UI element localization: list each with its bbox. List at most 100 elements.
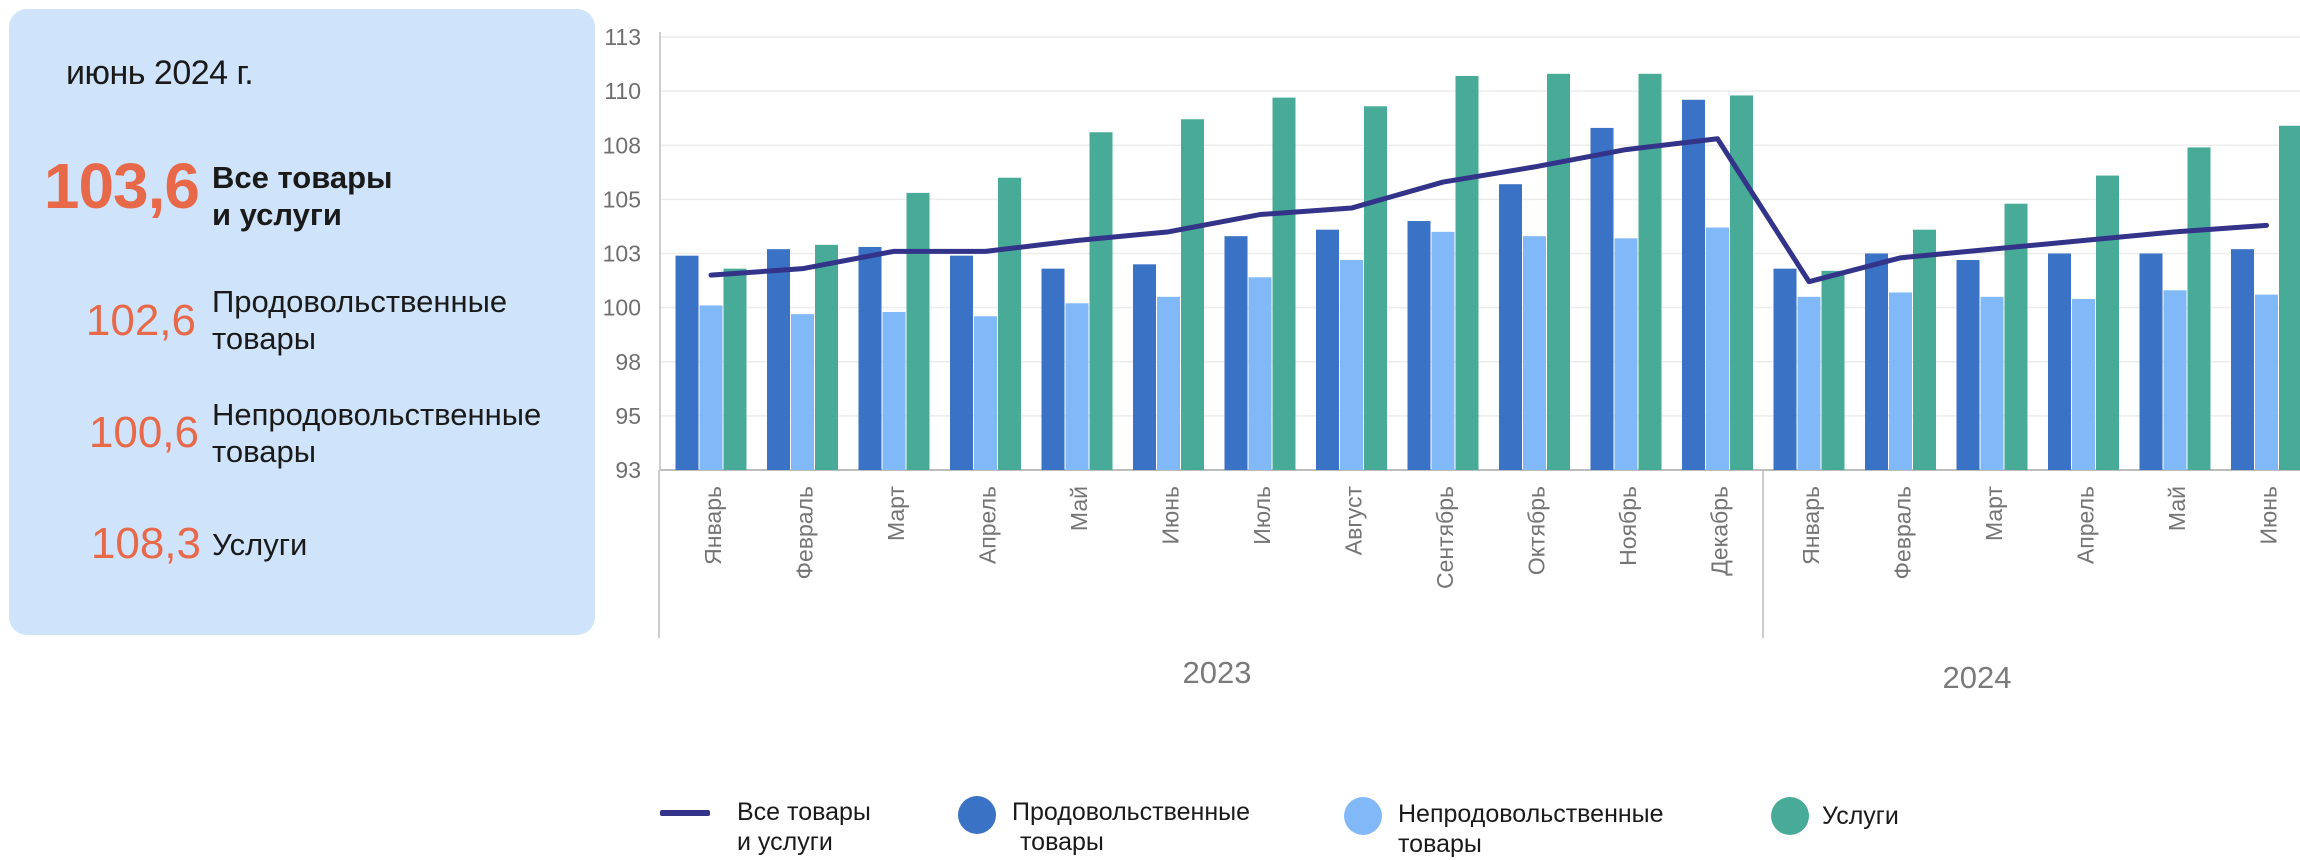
bar-services xyxy=(1730,95,1753,470)
bar-nonfood xyxy=(1431,231,1455,470)
bar-nonfood xyxy=(2255,294,2278,470)
x-tick-label: Февраль xyxy=(792,486,818,579)
x-tick-label: Июнь xyxy=(1158,486,1184,544)
bar-services xyxy=(1364,106,1387,470)
bar-nonfood xyxy=(1065,303,1089,470)
bar-nonfood xyxy=(1614,238,1638,470)
bar-services xyxy=(906,192,930,470)
x-tick-label: Апрель xyxy=(975,486,1001,564)
stat-label-nonfood: Непродовольственные товары xyxy=(212,396,541,470)
x-tick-label: Сентябрь xyxy=(1432,486,1458,589)
y-tick-label: 103 xyxy=(603,241,641,267)
bar-services xyxy=(1455,75,1479,470)
bar-food xyxy=(858,247,882,470)
bar-nonfood xyxy=(1706,227,1729,470)
y-tick-label: 108 xyxy=(603,132,641,158)
bar-nonfood xyxy=(882,311,906,470)
x-tick-label: Август xyxy=(1341,486,1367,556)
stat-label-total: Все товары и услуги xyxy=(212,159,393,233)
bar-nonfood xyxy=(791,314,814,470)
legend-label-line: Услуги xyxy=(1822,802,1899,830)
bar-food xyxy=(950,255,973,470)
stat-label-food: Продовольственные товары xyxy=(212,283,507,357)
bar-services xyxy=(2187,147,2211,471)
bar-food xyxy=(1590,127,1614,471)
bar-nonfood xyxy=(2072,298,2095,470)
bar-services xyxy=(1089,132,1113,470)
x-tick-label: Май xyxy=(1066,486,1092,531)
legend-label-line: Продовольственные xyxy=(1012,798,1251,826)
legend-swatch-total xyxy=(660,810,710,816)
bar-food xyxy=(675,255,699,470)
y-tick-label: 98 xyxy=(615,349,641,375)
stat-value-nonfood: 100,6 xyxy=(88,408,199,457)
bar-nonfood xyxy=(1523,236,1546,470)
x-tick-label: Июнь xyxy=(2256,486,2282,544)
x-tick-label: Май xyxy=(2164,486,2190,531)
stat-label-line: товары xyxy=(212,321,316,356)
year-label: 2023 xyxy=(1183,655,1252,690)
bar-food xyxy=(1133,264,1156,470)
bar-food xyxy=(1865,253,1888,470)
bar-food xyxy=(1956,259,1980,470)
bar-services xyxy=(2279,125,2300,470)
bar-nonfood xyxy=(1157,296,1180,470)
bar-services xyxy=(1547,73,1570,471)
bar-services xyxy=(1638,73,1662,471)
bar-nonfood xyxy=(1340,259,1363,470)
legend-label-services: Услуги xyxy=(1822,801,1899,831)
y-tick-label: 93 xyxy=(615,457,641,483)
stat-label-line: Все товары xyxy=(212,160,393,195)
x-tick-label: Ноябрь xyxy=(1615,486,1641,566)
bar-services xyxy=(815,244,838,470)
period-label: июнь 2024 г. xyxy=(66,54,254,92)
stat-label-services: Услуги xyxy=(212,526,307,563)
bar-nonfood xyxy=(699,305,723,470)
bar-services xyxy=(1181,119,1204,471)
bar-food xyxy=(2139,253,2163,470)
bar-food xyxy=(1682,99,1705,470)
legend-label-line: товары xyxy=(1398,830,1482,858)
x-tick-label: Декабрь xyxy=(1707,486,1733,576)
bar-services xyxy=(1272,97,1296,471)
bar-nonfood xyxy=(1797,296,1821,470)
legend-label-nonfood: Непродовольственные товары xyxy=(1398,799,1664,859)
legend-label-line: Все товары xyxy=(737,798,871,826)
bar-food xyxy=(2231,249,2254,470)
bar-food xyxy=(2048,253,2071,470)
stat-label-line: Непродовольственные xyxy=(212,397,542,432)
stat-value-food: 102,6 xyxy=(85,296,196,345)
legend-label-total: Все товары и услуги xyxy=(737,797,871,857)
bar-services xyxy=(723,268,747,470)
y-tick-label: 113 xyxy=(604,24,641,50)
bar-services xyxy=(998,177,1021,470)
legend-swatch-nonfood xyxy=(1344,797,1382,835)
y-tick-label: 95 xyxy=(615,403,641,429)
legend-label-line: товары xyxy=(1020,828,1104,856)
stat-label-line: Продовольственные xyxy=(212,284,508,319)
summary-panel: июнь 2024 г. 103,6 Все товары и услуги 1… xyxy=(9,9,595,635)
stat-label-line: и услуги xyxy=(212,197,342,232)
stat-value-services: 108,3 xyxy=(90,519,201,568)
bar-services xyxy=(2004,203,2028,470)
bar-nonfood xyxy=(1248,277,1272,470)
legend-label-food: Продовольственные товары xyxy=(1012,797,1250,857)
year-label: 2024 xyxy=(1943,660,2012,695)
bar-food xyxy=(1499,184,1522,470)
bar-food xyxy=(1316,229,1339,470)
bar-nonfood xyxy=(974,316,997,470)
bar-services xyxy=(1913,229,1936,470)
bar-food xyxy=(1224,236,1248,470)
stat-label-line: товары xyxy=(212,434,316,469)
legend-label-line: и услуги xyxy=(737,828,833,856)
y-tick-label: 100 xyxy=(603,295,641,321)
stat-label-line: Услуги xyxy=(212,527,308,562)
legend-swatch-food xyxy=(958,796,996,834)
bar-services xyxy=(2096,175,2119,470)
y-tick-label: 110 xyxy=(604,78,641,104)
x-tick-label: Март xyxy=(1981,486,2007,541)
x-tick-label: Март xyxy=(883,486,909,541)
bar-food xyxy=(1407,221,1431,470)
bar-nonfood xyxy=(1980,296,2004,470)
